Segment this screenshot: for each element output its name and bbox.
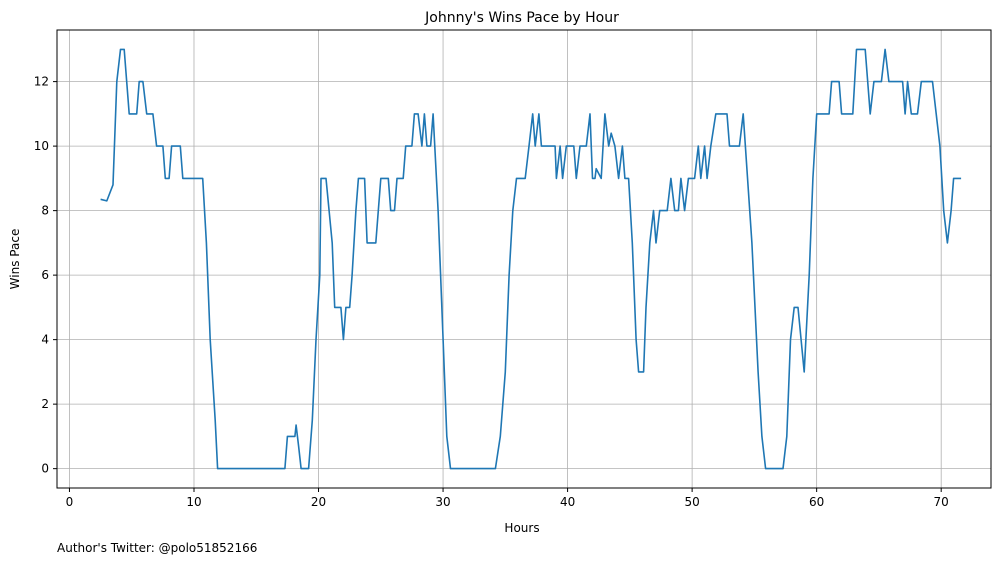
x-tick-label: 10	[186, 495, 201, 509]
series-layer	[100, 48, 962, 470]
x-tick-label: 30	[435, 495, 450, 509]
y-axis-label: Wins Pace	[8, 229, 22, 290]
x-tick-label: 60	[809, 495, 824, 509]
series-line-0	[100, 48, 962, 470]
chart-title: Johnny's Wins Pace by Hour	[424, 10, 619, 26]
y-tick-label: 8	[41, 204, 49, 218]
plot-frame	[56, 29, 992, 489]
x-tick-label: 20	[311, 495, 326, 509]
y-tick-label: 12	[34, 75, 49, 89]
x-tick-label: 50	[684, 495, 699, 509]
y-tick-label: 6	[41, 268, 49, 282]
y-tick-label: 2	[41, 397, 49, 411]
x-tick-label: 40	[560, 495, 575, 509]
y-tick-label: 0	[41, 462, 49, 476]
x-tick-label: 70	[934, 495, 949, 509]
y-tick-label: 4	[41, 333, 49, 347]
y-tick-label: 10	[34, 139, 49, 153]
x-tick-label: 0	[66, 495, 74, 509]
author-credit: Author's Twitter: @polo51852166	[57, 541, 257, 555]
x-axis-label: Hours	[504, 521, 539, 535]
axis-ticks: 0 10 20 30 40 50 60 70 0 2 4 6 8 10 12	[34, 75, 949, 509]
grid	[57, 30, 991, 488]
